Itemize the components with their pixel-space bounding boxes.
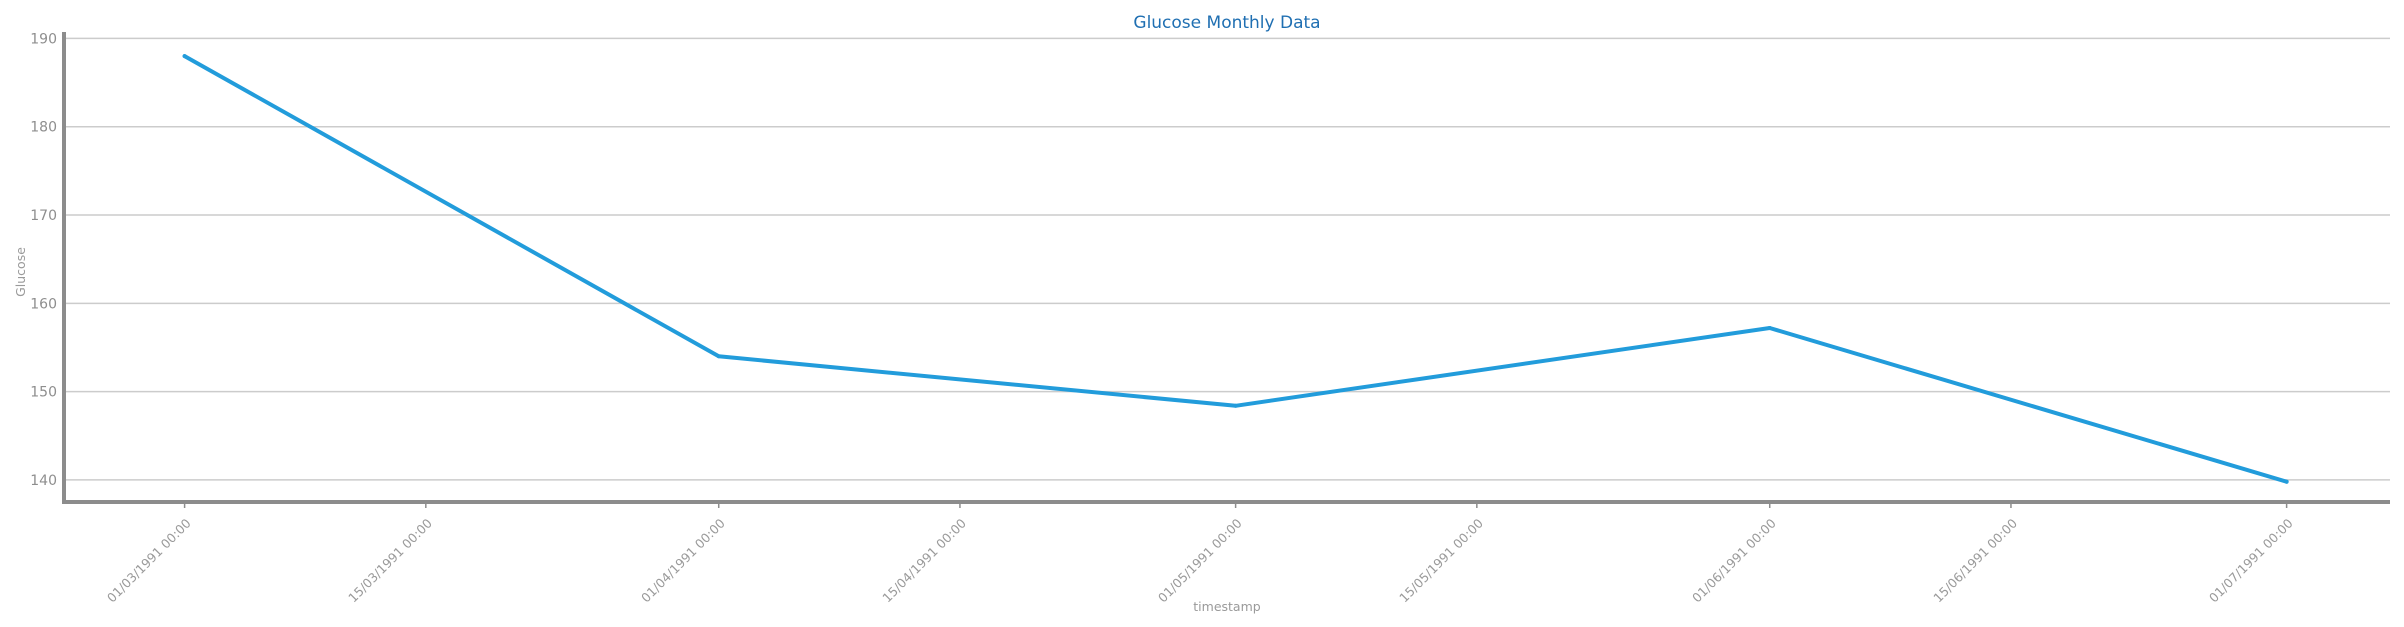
- y-tick-label: 170: [30, 208, 57, 224]
- x-tick-label: 15/06/1991 00:00: [1930, 515, 2020, 605]
- series-layer: [182, 54, 2289, 484]
- x-tick-label: 01/06/1991 00:00: [1689, 515, 1779, 605]
- grid-layer: [64, 37, 2390, 481]
- x-tick-label: 01/07/1991 00:00: [2206, 515, 2296, 605]
- x-axis-label: timestamp: [1193, 599, 1260, 614]
- x-tick-label: 15/04/1991 00:00: [879, 515, 969, 605]
- data-point: [716, 354, 721, 359]
- series-line: [182, 54, 2289, 484]
- x-tick-label: 01/04/1991 00:00: [638, 515, 728, 605]
- y-tick-label: 160: [30, 296, 57, 312]
- y-tick-label: 180: [30, 120, 57, 136]
- data-point: [2284, 479, 2289, 484]
- labels-layer: Glucose Monthly Data timestamp Glucose: [13, 13, 1321, 614]
- y-tick-label: 140: [30, 473, 57, 489]
- data-point: [1233, 403, 1238, 408]
- chart-title: Glucose Monthly Data: [1133, 13, 1320, 33]
- data-point: [1767, 326, 1772, 331]
- axes-layer: 140 150 160 170 180 190 01/03/1991 00:00 15/03/…: [30, 31, 2390, 605]
- data-point: [182, 54, 187, 59]
- x-tick-label: 15/05/1991 00:00: [1396, 515, 1486, 605]
- y-axis-label: Glucose: [13, 247, 28, 297]
- y-tick-label: 190: [30, 31, 57, 47]
- x-tick-label: 01/05/1991 00:00: [1155, 515, 1245, 605]
- x-tick-label: 15/03/1991 00:00: [345, 515, 435, 605]
- x-tick-label: 01/03/1991 00:00: [104, 515, 194, 605]
- y-tick-label: 150: [30, 385, 57, 401]
